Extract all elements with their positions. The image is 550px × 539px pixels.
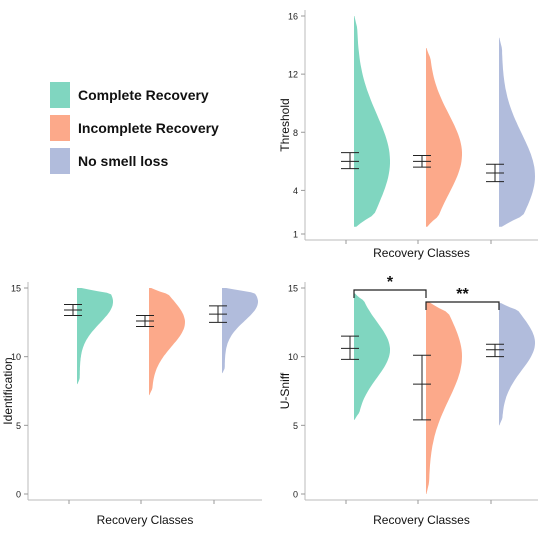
significance-label: * <box>387 274 394 291</box>
x-axis-label: Recovery Classes <box>97 513 194 527</box>
legend-item-complete-recovery: Complete Recovery <box>50 82 280 108</box>
y-tick-label: 1 <box>293 230 298 240</box>
significance-bracket <box>425 301 500 310</box>
legend-swatch <box>50 82 70 108</box>
y-tick-label: 10 <box>288 352 298 362</box>
y-tick-label: 12 <box>288 70 298 80</box>
significance-label: ** <box>456 286 469 303</box>
violin-no-smell-loss <box>222 288 258 374</box>
chart-panel-identification: 0 5 10 15 Recovery Classes Identification <box>1 282 262 527</box>
legend-label: Complete Recovery <box>78 87 209 103</box>
violin-no-smell-loss <box>499 37 535 227</box>
y-axis-label: Identification <box>1 357 15 424</box>
violin-complete-recovery <box>354 16 390 227</box>
legend: Complete Recovery Incomplete Recovery No… <box>50 82 280 181</box>
legend-swatch <box>50 115 70 141</box>
y-axis-label: U-Sniff <box>278 372 292 409</box>
chart-panel-threshold: 1 4 8 12 16 Recovery Classes Threshold <box>278 10 538 260</box>
violin-no-smell-loss <box>499 303 535 426</box>
y-tick-label: 15 <box>288 284 298 294</box>
significance-bracket <box>353 289 427 298</box>
y-tick-label: 4 <box>293 186 298 196</box>
x-axis-label: Recovery Classes <box>373 246 470 260</box>
y-tick-label: 0 <box>16 490 21 500</box>
violin-complete-recovery <box>77 288 113 385</box>
legend-label: No smell loss <box>78 153 169 169</box>
y-axis-label: Threshold <box>278 98 292 151</box>
violin-incomplete-recovery <box>149 288 185 396</box>
violin-complete-recovery <box>354 293 390 420</box>
y-tick-label: 5 <box>16 421 21 431</box>
legend-label: Incomplete Recovery <box>78 120 219 136</box>
y-tick-label: 5 <box>293 421 298 431</box>
y-tick-label: 8 <box>293 128 298 138</box>
violin-incomplete-recovery <box>426 301 462 494</box>
x-axis-label: Recovery Classes <box>373 513 470 527</box>
legend-item-no-smell-loss: No smell loss <box>50 148 280 174</box>
y-tick-label: 10 <box>11 352 21 362</box>
legend-swatch <box>50 148 70 174</box>
y-tick-label: 16 <box>288 12 298 22</box>
y-tick-label: 0 <box>293 490 298 500</box>
violin-incomplete-recovery <box>426 47 462 227</box>
legend-item-incomplete-recovery: Incomplete Recovery <box>50 115 280 141</box>
y-tick-label: 15 <box>11 284 21 294</box>
